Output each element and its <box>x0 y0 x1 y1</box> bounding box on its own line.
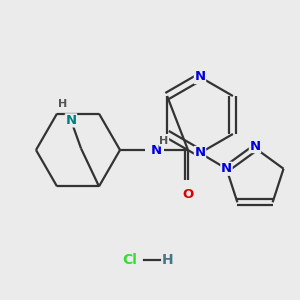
Text: N: N <box>249 140 261 152</box>
Text: H: H <box>58 99 68 110</box>
Text: N: N <box>221 162 232 175</box>
Text: Cl: Cl <box>123 253 137 267</box>
Text: H: H <box>162 253 174 267</box>
Text: N: N <box>194 146 206 160</box>
Text: N: N <box>65 114 76 127</box>
Text: H: H <box>159 136 169 146</box>
Text: O: O <box>182 188 194 200</box>
Text: N: N <box>150 143 162 157</box>
Text: N: N <box>194 70 206 83</box>
